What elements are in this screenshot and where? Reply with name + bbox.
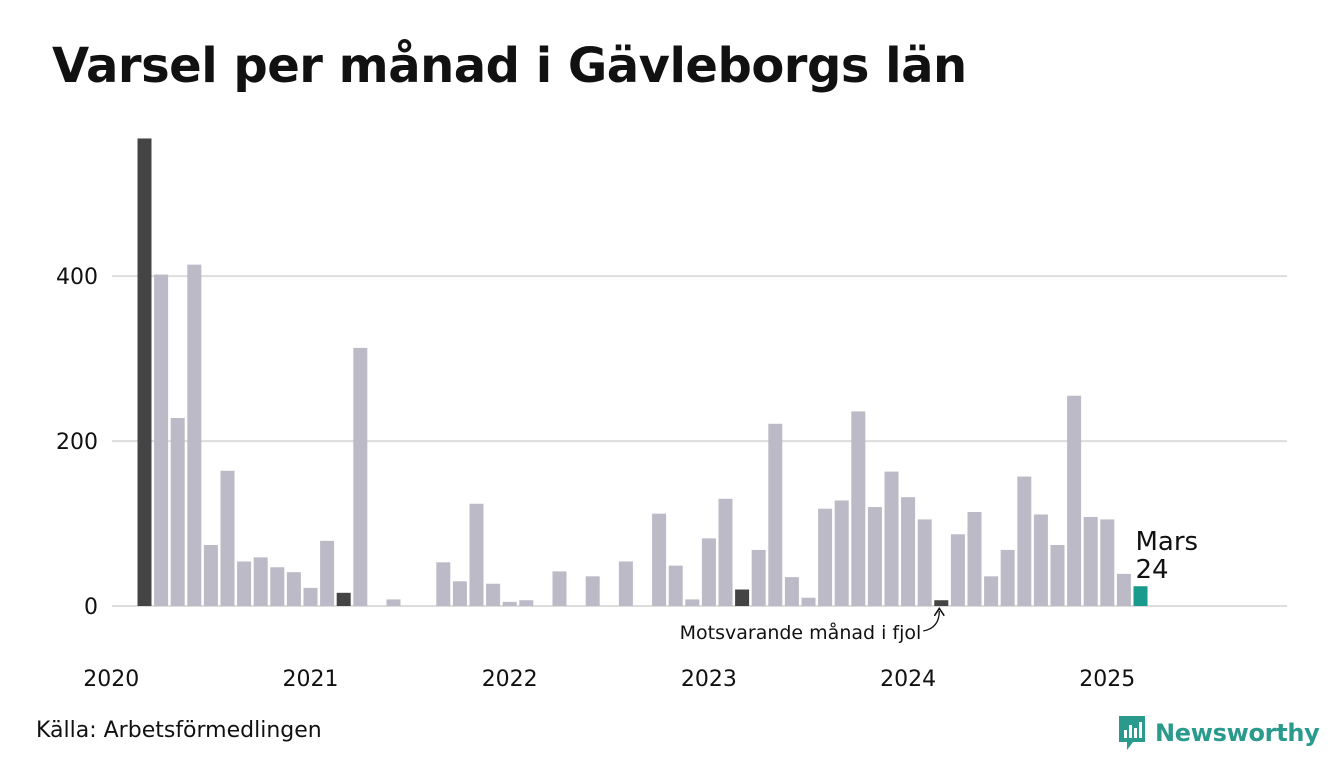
- newsworthy-logo[interactable]: Newsworthy: [1117, 713, 1320, 753]
- x-tick-label: 2021: [283, 667, 339, 692]
- bar: [685, 599, 700, 606]
- bar: [170, 418, 185, 606]
- bar: [320, 540, 335, 606]
- bar: [552, 571, 567, 606]
- bar: [735, 589, 750, 606]
- bar: [784, 577, 799, 606]
- logo-text: Newsworthy: [1155, 719, 1320, 747]
- bar: [452, 581, 467, 606]
- bar: [519, 600, 534, 606]
- bar: [237, 561, 252, 606]
- source-text: Källa: Arbetsförmedlingen: [36, 718, 322, 743]
- bar: [718, 498, 733, 606]
- y-tick-label: 0: [84, 595, 98, 620]
- bar: [901, 497, 916, 606]
- bar: [1100, 519, 1115, 606]
- bar: [701, 538, 716, 606]
- bar: [286, 572, 301, 606]
- bar: [187, 264, 202, 606]
- bar: [950, 534, 965, 606]
- bar: [668, 565, 683, 606]
- x-tick-label: 2024: [880, 667, 936, 692]
- bar: [834, 500, 849, 606]
- x-tick-label: 2023: [681, 667, 737, 692]
- bar: [1050, 544, 1065, 606]
- bar: [884, 471, 899, 606]
- bar: [220, 470, 235, 606]
- bar: [436, 562, 451, 606]
- bar: [1116, 573, 1131, 606]
- same-month-annotation: Motsvarande månad i fjol: [680, 621, 922, 644]
- bar: [818, 508, 833, 606]
- newsworthy-logo-icon: [1119, 716, 1145, 750]
- chart-title: Varsel per månad i Gävleborgs län: [52, 38, 967, 94]
- annotation-arrow: [923, 611, 939, 632]
- bar: [934, 600, 949, 606]
- y-tick-label: 200: [56, 430, 98, 455]
- bar: [137, 138, 152, 606]
- bar: [1017, 476, 1032, 606]
- bar: [917, 519, 932, 606]
- bar: [801, 597, 816, 606]
- bar: [203, 544, 218, 606]
- bar: [984, 576, 999, 606]
- bar: [270, 567, 285, 606]
- current-month-label: Mars: [1136, 527, 1199, 557]
- bar: [1067, 395, 1082, 606]
- x-tick-label: 2020: [83, 667, 139, 692]
- bar: [652, 513, 667, 606]
- bar: [768, 423, 783, 606]
- bar: [851, 411, 866, 606]
- bar: [585, 576, 600, 606]
- bar: [154, 274, 169, 606]
- y-tick-label: 400: [56, 265, 98, 290]
- x-tick-label: 2022: [482, 667, 538, 692]
- bar: [486, 583, 501, 606]
- bar: [867, 507, 882, 606]
- current-value-label: 24: [1136, 555, 1169, 585]
- bar: [967, 512, 982, 606]
- bar: [1083, 516, 1098, 606]
- bar: [386, 599, 401, 606]
- bar: [618, 561, 633, 606]
- bar: [303, 587, 318, 606]
- bar: [353, 347, 368, 606]
- bar: [336, 592, 351, 606]
- bars: [137, 138, 1148, 606]
- bar: [502, 601, 517, 606]
- bar: [1000, 549, 1015, 606]
- bar: [469, 503, 484, 606]
- bar: [751, 549, 766, 606]
- bar: [1133, 586, 1148, 606]
- bar: [253, 557, 268, 606]
- bar: [1033, 514, 1048, 606]
- x-tick-label: 2025: [1079, 667, 1135, 692]
